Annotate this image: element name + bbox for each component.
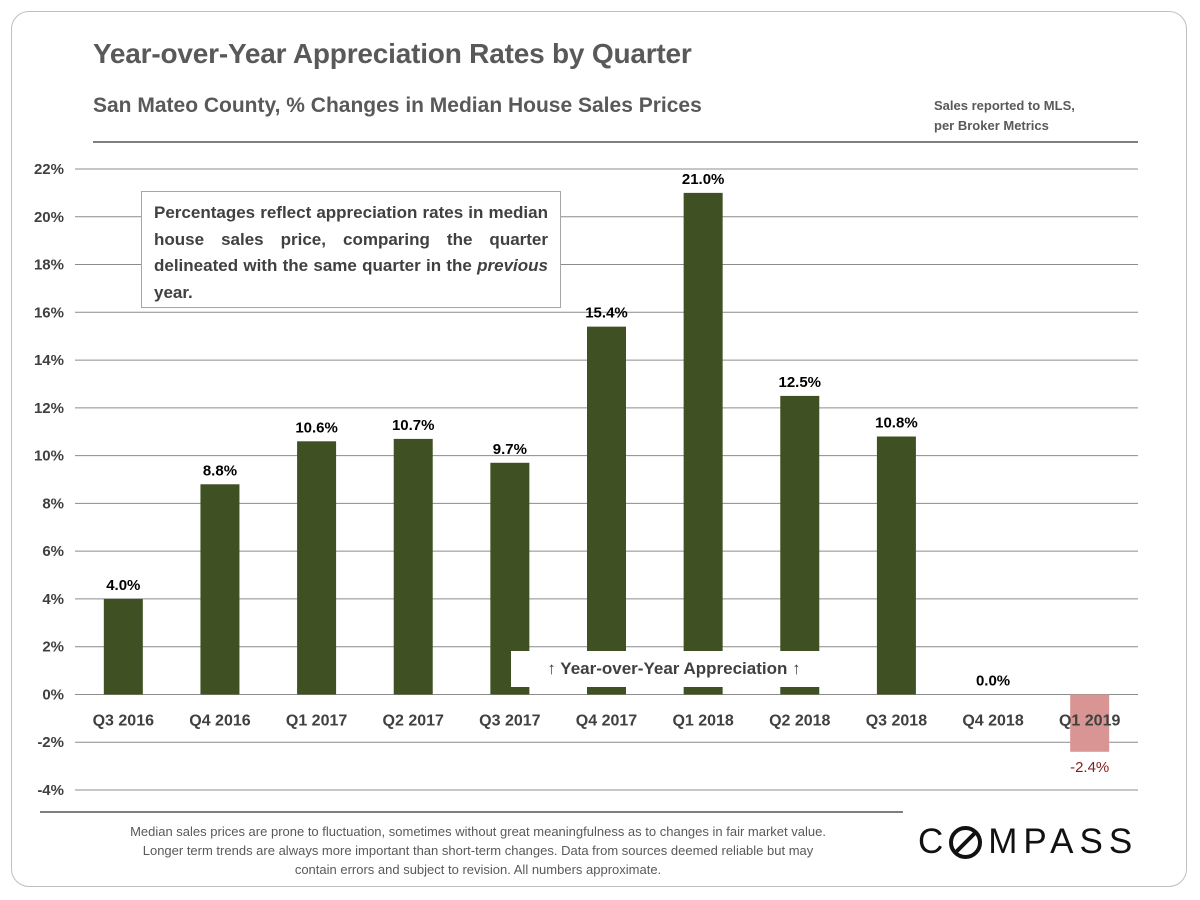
x-tick-label: Q1 2019 (1059, 712, 1120, 729)
x-tick-label: Q4 2016 (189, 712, 250, 729)
y-tick-label: 22% (34, 161, 64, 178)
y-tick-label: 8% (42, 495, 64, 512)
data-label: 4.0% (106, 577, 140, 594)
footer-line-2: Longer term trends are always more impor… (142, 843, 814, 858)
logo-letter-c: C (918, 822, 950, 861)
note-text-before: Percentages reflect appreciation rates i… (154, 203, 548, 275)
footer-disclaimer: Median sales prices are prone to fluctua… (40, 822, 916, 879)
y-tick-label: 20% (34, 209, 64, 226)
bar (393, 438, 433, 695)
x-tick-label: Q1 2017 (286, 712, 347, 729)
bar (1070, 694, 1110, 752)
x-tick-label: Q1 2018 (672, 712, 733, 729)
data-label: 15.4% (585, 305, 628, 322)
source-note-line-1: Sales reported to MLS, (934, 98, 1075, 113)
y-tick-label: 10% (34, 448, 64, 465)
data-label: 10.7% (392, 417, 435, 434)
data-label: 21.0% (682, 171, 725, 188)
y-tick-label: 18% (34, 257, 64, 274)
bar (297, 441, 337, 695)
chart-subtitle: San Mateo County, % Changes in Median Ho… (93, 94, 702, 117)
note-text-after: year. (154, 282, 193, 302)
logo-letters-mpass: MPASS (988, 822, 1139, 861)
compass-o-icon (949, 825, 983, 859)
x-tick-label: Q2 2017 (383, 712, 444, 729)
bar (200, 484, 240, 695)
compass-logo: C MPASS (918, 822, 1138, 862)
top-divider (93, 141, 1138, 143)
footer-line-1: Median sales prices are prone to fluctua… (130, 824, 826, 839)
x-tick-label: Q4 2017 (576, 712, 637, 729)
bar (103, 598, 143, 695)
data-label: 8.8% (203, 462, 237, 479)
chart-title: Year-over-Year Appreciation Rates by Qua… (93, 38, 692, 69)
bar (876, 436, 916, 695)
y-tick-label: 2% (42, 639, 64, 656)
source-note: Sales reported to MLS, per Broker Metric… (934, 96, 1075, 136)
data-label: -2.4% (1070, 759, 1109, 776)
bar (587, 326, 626, 695)
data-label: 10.6% (295, 419, 338, 436)
y-tick-label: 14% (34, 352, 64, 369)
bar (780, 395, 820, 695)
data-label: 9.7% (493, 441, 527, 458)
x-tick-label: Q2 2018 (769, 712, 830, 729)
source-note-line-2: per Broker Metrics (934, 118, 1049, 133)
y-tick-label: -2% (37, 734, 64, 751)
bottom-divider (40, 811, 903, 813)
y-tick-label: 12% (34, 400, 64, 417)
y-tick-label: 0% (42, 686, 64, 703)
x-tick-label: Q4 2018 (962, 712, 1023, 729)
note-text-italic: previous (477, 256, 548, 275)
data-label: 10.8% (875, 415, 918, 432)
yoy-appreciation-label: ↑ Year-over-Year Appreciation ↑ (511, 651, 837, 687)
y-tick-label: 16% (34, 304, 64, 321)
bar (683, 192, 723, 695)
footer-line-3: contain errors and subject to revision. … (294, 862, 662, 877)
y-tick-label: 4% (42, 591, 64, 608)
x-tick-label: Q3 2018 (866, 712, 927, 729)
x-tick-label: Q3 2017 (479, 712, 540, 729)
x-tick-label: Q3 2016 (93, 712, 154, 729)
data-label: 12.5% (778, 374, 821, 391)
data-label: 0.0% (976, 672, 1010, 689)
explanation-note-box: Percentages reflect appreciation rates i… (141, 191, 561, 308)
y-tick-label: 6% (42, 543, 64, 560)
y-tick-label: -4% (37, 782, 64, 799)
